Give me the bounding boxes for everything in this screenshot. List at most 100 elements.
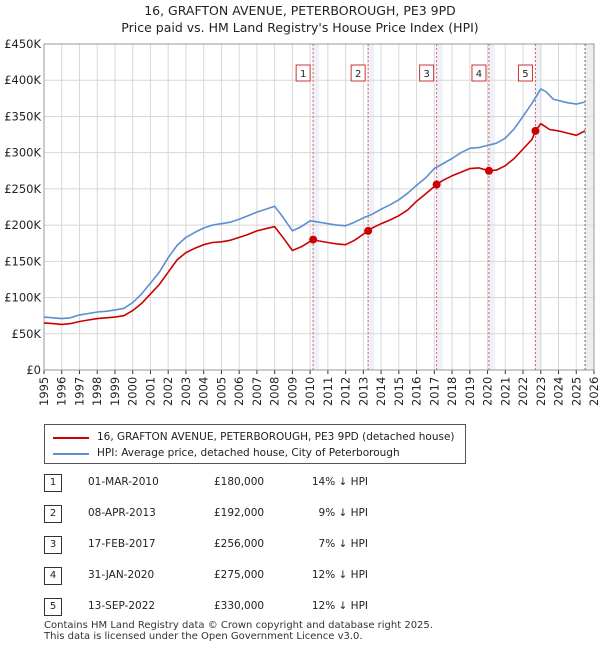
- y-tick-label: £250K: [4, 182, 41, 196]
- sale-number: 2: [44, 505, 62, 523]
- sale-number: 4: [44, 567, 62, 585]
- x-tick-label: 2005: [214, 377, 228, 406]
- x-tick-label: 2024: [552, 377, 566, 406]
- sale-label: 1: [300, 69, 306, 80]
- legend-label-property: 16, GRAFTON AVENUE, PETERBOROUGH, PE3 9P…: [97, 431, 455, 443]
- sale-label: 3: [423, 69, 429, 80]
- sale-band: [367, 44, 375, 370]
- x-tick-label: 1997: [72, 377, 86, 406]
- sale-point: [531, 126, 540, 135]
- x-tick-label: 2012: [339, 377, 353, 406]
- footer-licence: This data is licensed under the Open Gov…: [44, 631, 363, 642]
- sale-label: 5: [522, 69, 528, 80]
- x-tick-label: 2000: [126, 377, 140, 406]
- chart-legend: 16, GRAFTON AVENUE, PETERBOROUGH, PE3 9P…: [44, 424, 466, 464]
- x-tick-label: 2011: [321, 377, 335, 406]
- y-tick-label: £150K: [4, 254, 41, 268]
- x-tick-label: 2007: [250, 377, 264, 406]
- x-tick-label: 2008: [268, 377, 282, 406]
- sale-number: 3: [44, 536, 62, 554]
- price-chart: £0 £50K £100K £150K £200K £250K £300K £350K £400…: [4, 37, 600, 406]
- sale-hpi-diff: 12% ↓ HPI: [311, 600, 368, 612]
- sale-price: £256,000: [214, 538, 265, 550]
- x-tick-label: 2018: [445, 377, 459, 406]
- sale-label-box: [295, 64, 311, 82]
- x-tick-label: 2026: [587, 377, 600, 406]
- x-tick-label: 2021: [498, 377, 512, 406]
- sale-band: [534, 44, 542, 370]
- x-tick-label: 2009: [285, 377, 299, 406]
- x-tick-label: 2025: [569, 377, 583, 406]
- x-tick-label: 2015: [392, 377, 406, 406]
- sale-date: 13-SEP-2022: [88, 600, 156, 612]
- x-tick-label: 2004: [197, 377, 211, 406]
- sale-label: 2: [355, 69, 361, 80]
- sale-point: [432, 180, 441, 189]
- chart-title: 16, GRAFTON AVENUE, PETERBOROUGH, PE3 9P…: [144, 3, 456, 18]
- sale-row: 5 13-SEP-2022 £330,000 12% ↓ HPI: [0, 594, 600, 622]
- plot-border: [43, 43, 595, 371]
- legend-swatch-hpi: [53, 453, 89, 455]
- sale-price: £275,000: [214, 569, 265, 581]
- x-tick-label: 2016: [410, 377, 424, 406]
- sale-label-box: [350, 64, 366, 82]
- x-tick-label: 2006: [232, 377, 246, 406]
- chart-title-block: 16, GRAFTON AVENUE, PETERBOROUGH, PE3 9P…: [0, 2, 600, 36]
- x-tick-label: 1995: [37, 377, 51, 406]
- footer-copyright: Contains HM Land Registry data © Crown c…: [44, 620, 433, 631]
- x-tick-label: 2014: [374, 377, 388, 406]
- sale-date: 17-FEB-2017: [88, 538, 156, 550]
- x-tick-label: 2017: [427, 377, 441, 406]
- legend-label-hpi: HPI: Average price, detached house, City…: [97, 447, 400, 459]
- x-tick-label: 1998: [90, 377, 104, 406]
- sale-price: £330,000: [214, 600, 265, 612]
- sale-band: [435, 44, 443, 370]
- x-tick-label: 2002: [161, 377, 175, 406]
- y-tick-label: £450K: [4, 37, 41, 51]
- x-tick-label: 2001: [143, 377, 157, 406]
- sale-row: 4 31-JAN-2020 £275,000 12% ↓ HPI: [0, 563, 600, 591]
- x-tick-label: 1996: [55, 377, 69, 406]
- x-tick-label: 1999: [108, 377, 122, 406]
- y-tick-label: £50K: [12, 327, 42, 341]
- sale-price: £192,000: [214, 507, 265, 519]
- y-tick-label: £0: [26, 363, 41, 377]
- x-tick-label: 2023: [534, 377, 548, 406]
- sale-band: [312, 44, 320, 370]
- sale-hpi-diff: 12% ↓ HPI: [311, 569, 368, 581]
- sale-label-box: [517, 64, 533, 82]
- y-tick-label: £350K: [4, 109, 41, 123]
- footer: Contains HM Land Registry data © Crown c…: [44, 620, 433, 642]
- sale-label: 4: [476, 69, 482, 80]
- sale-point: [309, 235, 318, 244]
- sale-date: 08-APR-2013: [88, 507, 156, 519]
- sale-point: [364, 226, 373, 235]
- sale-row: 2 08-APR-2013 £192,000 9% ↓ HPI: [0, 501, 600, 529]
- chart-subtitle: Price paid vs. HM Land Registry's House …: [121, 20, 479, 35]
- sale-hpi-diff: 9% ↓ HPI: [318, 507, 368, 519]
- y-tick-label: £300K: [4, 146, 41, 160]
- x-tick-label: 2003: [179, 377, 193, 406]
- sale-band: [487, 44, 495, 370]
- series-line-hpi: [43, 88, 586, 320]
- sale-date: 01-MAR-2010: [88, 476, 159, 488]
- x-tick-label: 2022: [516, 377, 530, 406]
- series-line-property: [43, 122, 586, 326]
- y-tick-label: £200K: [4, 218, 41, 232]
- sale-hpi-diff: 14% ↓ HPI: [311, 476, 368, 488]
- sale-label-box: [471, 64, 487, 82]
- y-tick-label: £400K: [4, 73, 41, 87]
- sale-price: £180,000: [214, 476, 265, 488]
- x-tick-label: 2013: [356, 377, 370, 406]
- y-tick-label: £100K: [4, 291, 41, 305]
- legend-swatch-property: [53, 437, 89, 439]
- sale-label-box: [419, 64, 435, 82]
- sale-point: [484, 166, 493, 175]
- sale-number: 1: [44, 474, 62, 492]
- x-tick-label: 2019: [463, 377, 477, 406]
- sale-date: 31-JAN-2020: [88, 569, 155, 581]
- sale-row: 1 01-MAR-2010 £180,000 14% ↓ HPI: [0, 470, 600, 498]
- projection-region: [585, 44, 594, 370]
- x-tick-label: 2020: [481, 377, 495, 406]
- x-tick-label: 2010: [303, 377, 317, 406]
